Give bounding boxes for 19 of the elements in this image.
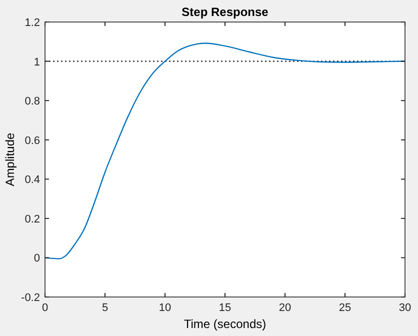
x-tick-label: 30 [398, 302, 412, 314]
y-tick-label: 0.8 [24, 96, 40, 108]
x-tick-label: 5 [102, 302, 108, 314]
y-tick-label: 1.2 [24, 17, 40, 29]
y-tick-label: 0.2 [24, 213, 40, 226]
y-axis-title: Amplitude [3, 132, 17, 186]
y-tick-label: 0 [34, 252, 40, 265]
y-tick-label: 0.4 [24, 174, 40, 186]
x-tick-label: 10 [158, 302, 172, 314]
x-tick-label: 0 [42, 302, 48, 314]
y-tick-label: -0.2 [21, 292, 40, 304]
x-tick-label: 20 [278, 302, 292, 314]
chart-title: Step Response [182, 5, 269, 19]
y-tick-label: 0.6 [24, 134, 40, 147]
x-axis-title: Time (seconds) [184, 317, 266, 331]
line-series [44, 42, 406, 260]
x-tick-label: 25 [338, 302, 352, 314]
y-tick-label: 1 [34, 56, 40, 68]
x-tick-label: 15 [218, 302, 232, 314]
